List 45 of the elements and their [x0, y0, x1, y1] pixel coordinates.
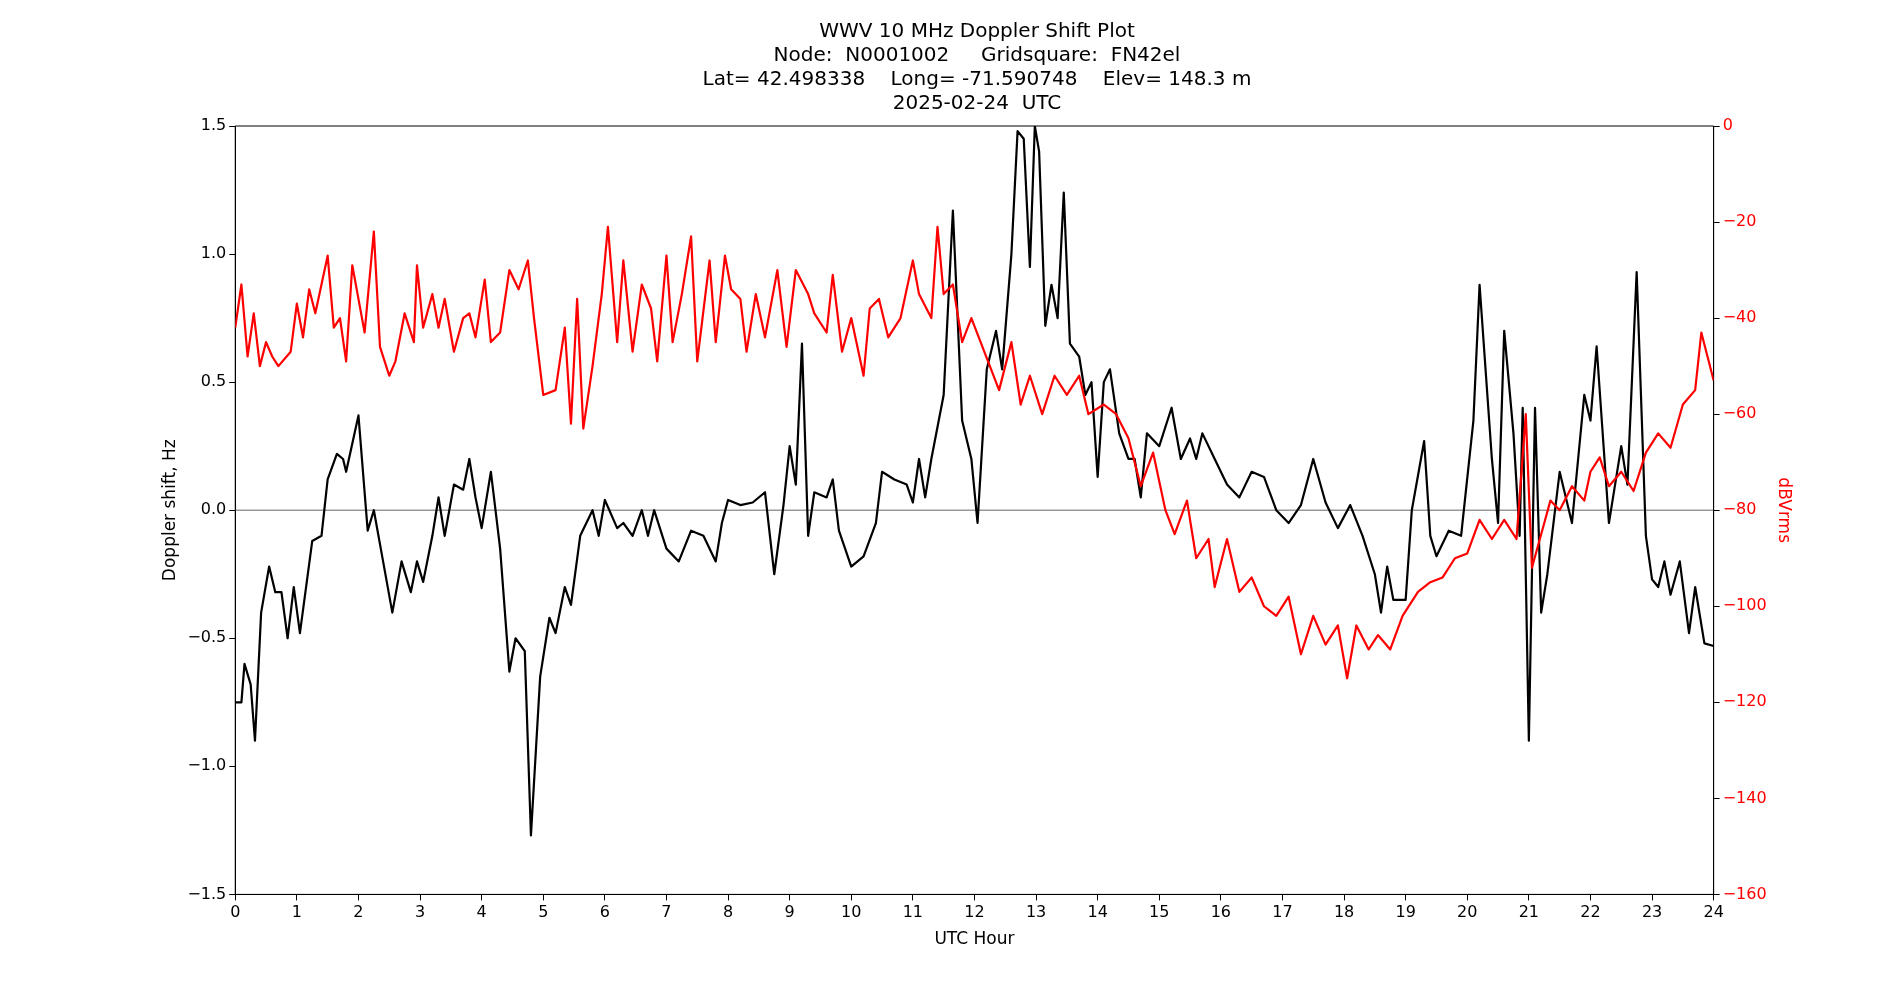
- x-tick-label: 16: [1210, 902, 1232, 922]
- x-tick-label: 18: [1333, 902, 1355, 922]
- y2-tick-label: −60: [1722, 403, 1757, 423]
- y-tick-label: −0.5: [187, 627, 227, 647]
- x-tick-label: 6: [599, 902, 610, 922]
- x-tick-label: 4: [476, 902, 487, 922]
- y2-tick-label: −80: [1722, 499, 1757, 519]
- x-tick-label: 2: [353, 902, 364, 922]
- y-tick-label: 0.0: [200, 499, 227, 519]
- x-tick-label: 0: [230, 902, 241, 922]
- y2-tick-label: −100: [1722, 595, 1767, 615]
- x-tick-label: 13: [1025, 902, 1047, 922]
- x-tick-label: 24: [1703, 902, 1724, 922]
- x-tick-label: 10: [841, 902, 862, 922]
- y-tick-label: 0.5: [200, 371, 227, 391]
- y2-tick-label: −20: [1722, 211, 1757, 231]
- x-tick-label: 7: [661, 902, 672, 922]
- chart-title: WWV 10 MHz Doppler Shift Plot Node: N0001002 Gridsquare: FN42el Lat= 42.498338 Long= -71.590748 Elev= 148.3 m 2025-02-24 UTC: [702, 18, 1252, 115]
- x-tick-label: 19: [1395, 902, 1416, 922]
- x-tick-label: 8: [722, 902, 734, 922]
- x-tick-label: 14: [1087, 902, 1108, 922]
- x-tick-label: 9: [784, 902, 795, 922]
- y2-tick-label: −140: [1722, 787, 1767, 807]
- x-tick-label: 1: [291, 902, 302, 922]
- y2-tick-label: −160: [1722, 883, 1767, 903]
- x-tick-label: 3: [414, 902, 426, 922]
- x-tick-label: 17: [1272, 902, 1293, 922]
- x-axis-title: UTC Hour: [934, 928, 1015, 949]
- x-tick-label: 23: [1641, 902, 1663, 922]
- x-tick-label: 15: [1149, 902, 1170, 922]
- x-tick-label: 5: [538, 902, 549, 922]
- y-tick-label: −1.5: [187, 883, 227, 903]
- y2-tick-label: −40: [1722, 307, 1757, 327]
- y-tick-label: −1.0: [187, 755, 227, 775]
- y2-tick-label: −120: [1722, 691, 1767, 711]
- x-tick-label: 11: [902, 902, 924, 922]
- x-tick-label: 20: [1457, 902, 1478, 922]
- y-tick-label: 1.0: [200, 243, 227, 263]
- y-axis-title: Doppler shift, Hz: [158, 439, 179, 582]
- x-tick-label: 12: [964, 902, 985, 922]
- y2-axis-title: dBVrms: [1775, 477, 1796, 544]
- y-tick-label: 1.5: [200, 115, 227, 135]
- y2-tick-label: 0: [1722, 115, 1733, 135]
- x-tick-label: 22: [1580, 902, 1601, 922]
- x-tick-label: 21: [1518, 902, 1540, 922]
